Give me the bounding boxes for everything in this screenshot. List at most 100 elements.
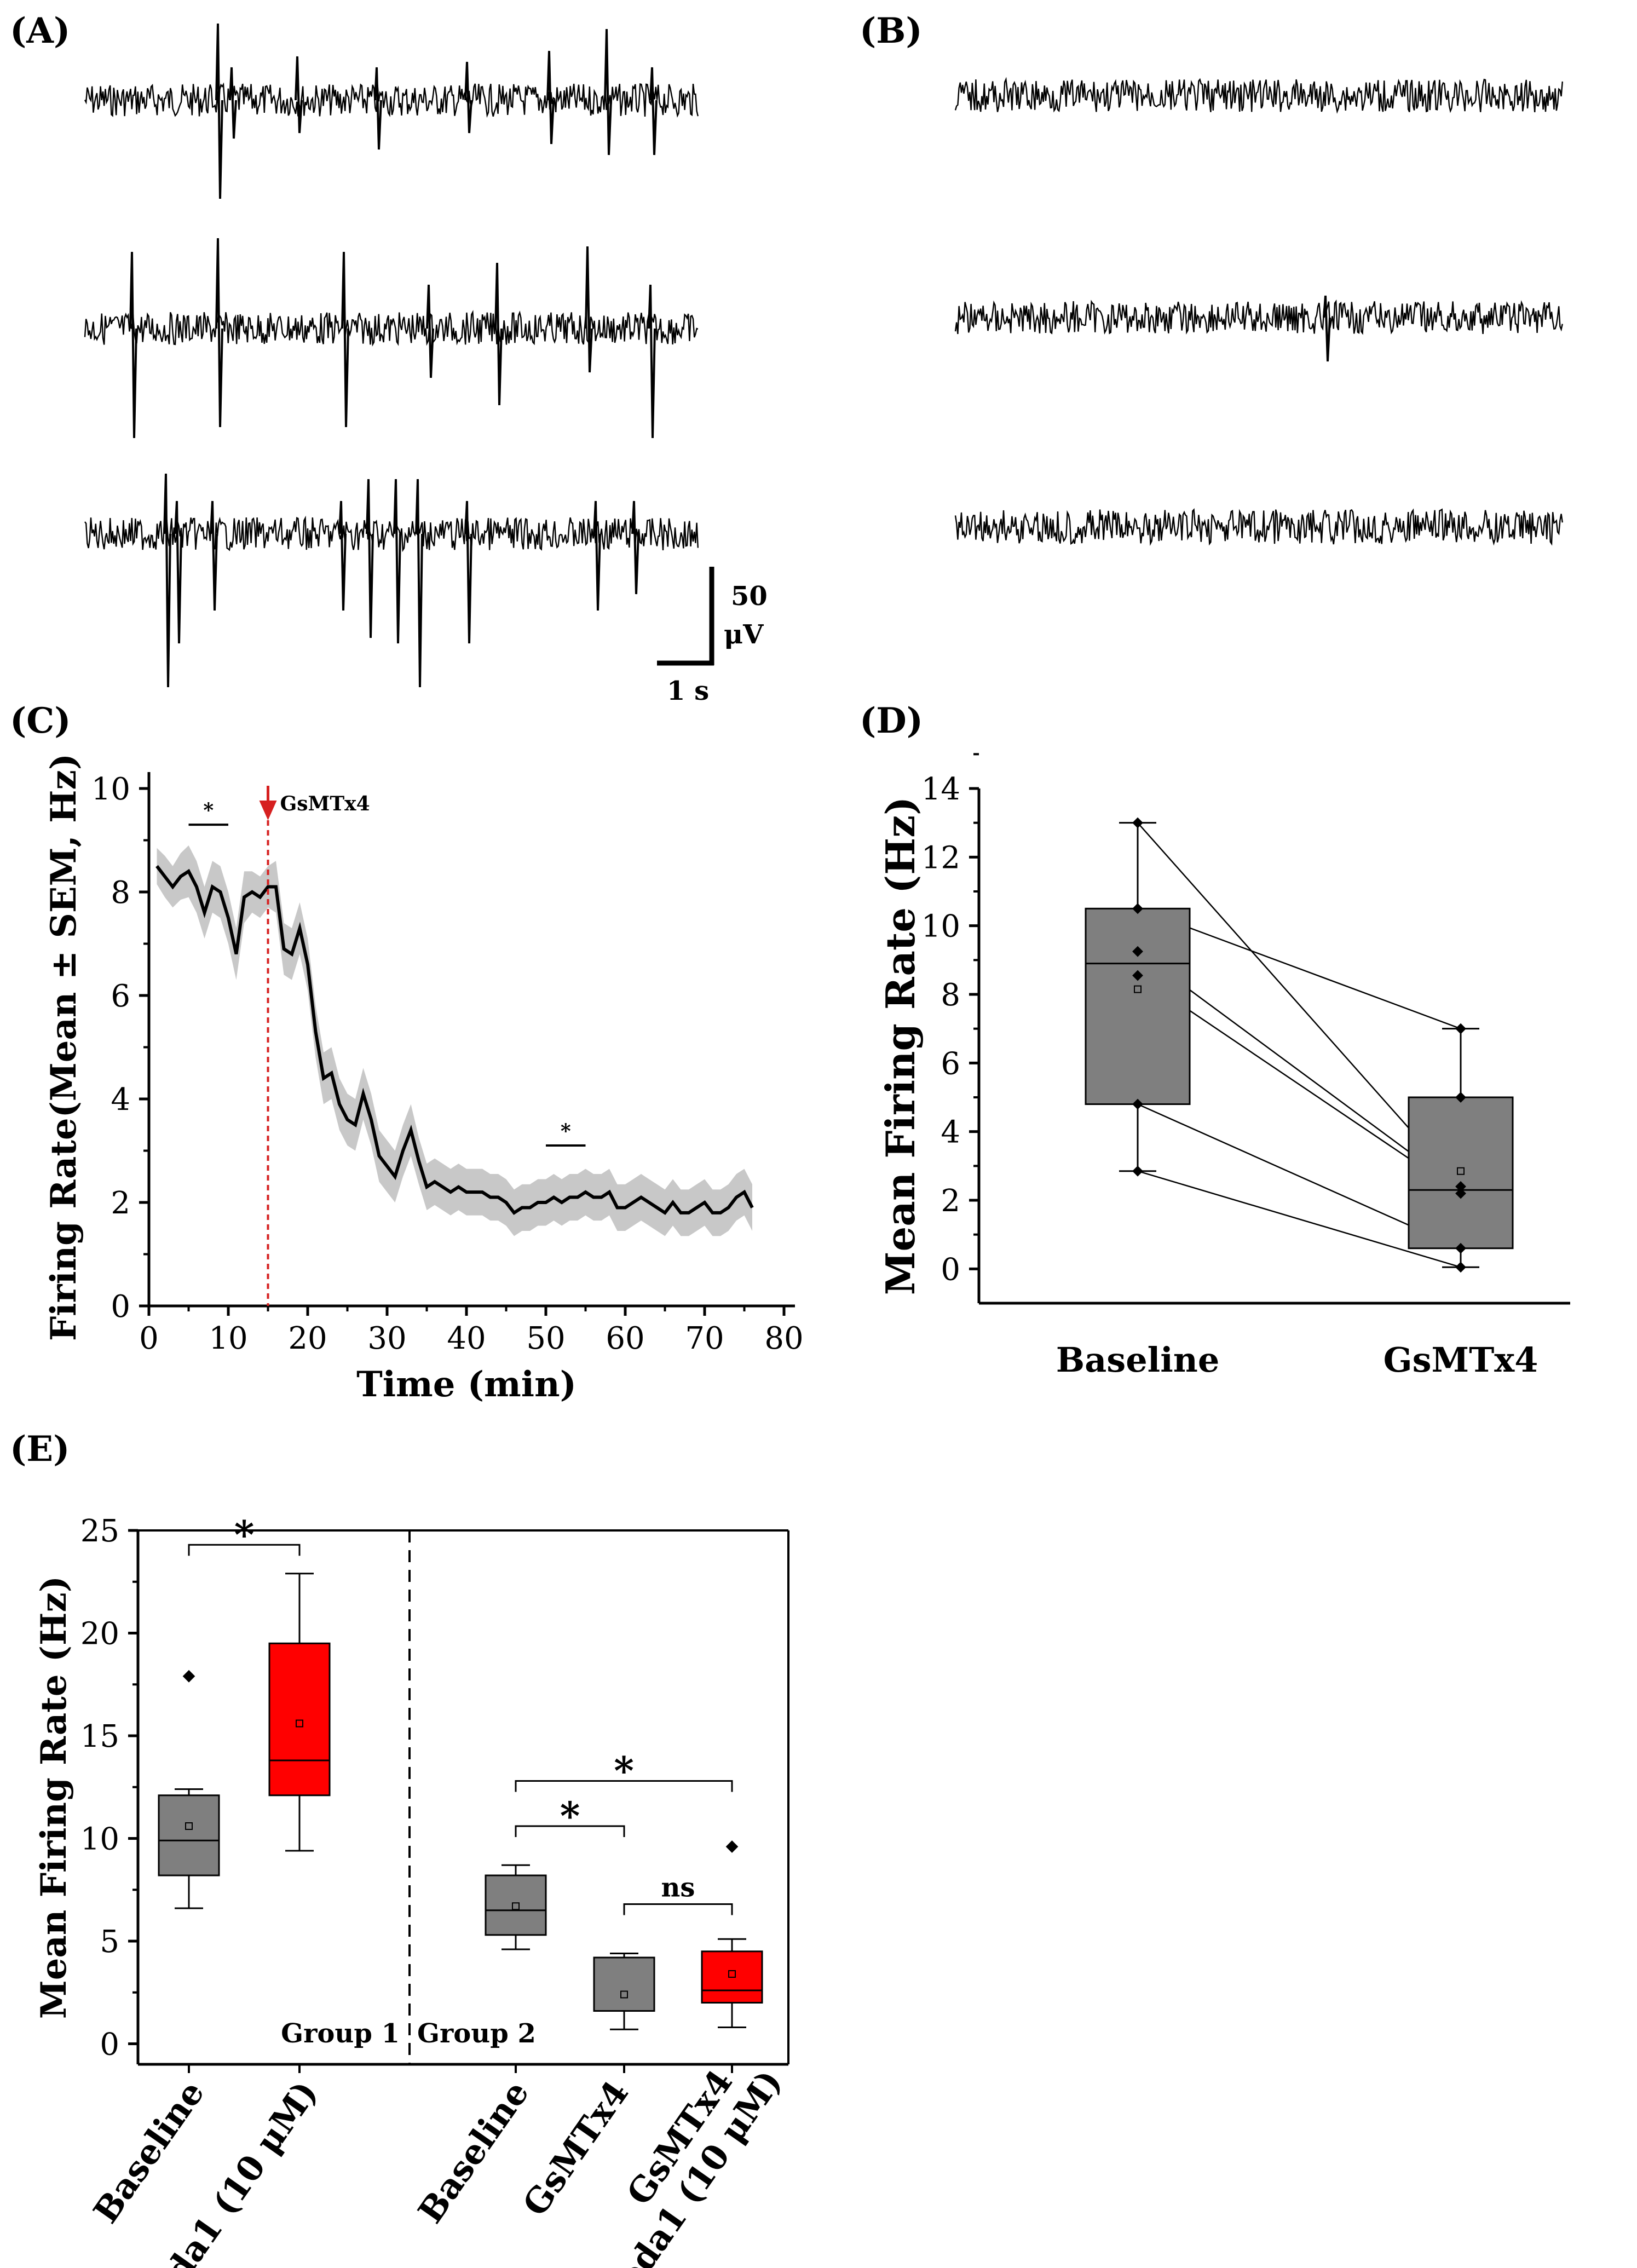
scale-amp-label: 50: [731, 581, 768, 612]
trace-a1-spike: [546, 50, 555, 145]
y-tick-label: 25: [80, 1513, 119, 1549]
sig-label: ns: [661, 1873, 695, 1903]
trace-a2-spike: [585, 246, 593, 373]
trace-a1-spike: [295, 56, 303, 134]
category-label: Baseline: [1056, 1340, 1220, 1380]
y-tick-label: 15: [80, 1719, 119, 1754]
trace-b3: [954, 508, 1563, 546]
data-point: [1132, 970, 1143, 981]
x-tick-label: 20: [288, 1321, 327, 1356]
group-1-label: Group 1: [281, 2018, 400, 2049]
sig-bracket: [623, 1903, 733, 1915]
pair-line: [1137, 1103, 1461, 1249]
trace-a3-spike: [393, 479, 401, 644]
trace-a3-spike: [163, 473, 171, 688]
pair-line: [1137, 822, 1461, 1187]
x-tick-label: 10: [209, 1321, 247, 1356]
x-tick-label: 40: [447, 1321, 486, 1356]
y-tick-label: 20: [80, 1616, 119, 1652]
gsmtx4-marker-label: GsMTx4: [280, 792, 370, 815]
x-axis-title: Time (min): [356, 1364, 577, 1405]
trace-a1-spike: [229, 67, 237, 139]
trace-a3-spike: [338, 500, 347, 611]
trace-a1: [84, 82, 699, 118]
outlier-point: [182, 1670, 195, 1683]
y-axis-title: Mean Firing Rate (Hz): [33, 1576, 74, 2019]
chart-c: 0 2 4 6 8 10 0 10 20 30 40 50 60 70 80 Time (min) Firing…: [43, 753, 804, 1405]
mean-marker: [185, 1822, 193, 1830]
trace-b1: [954, 77, 1563, 114]
trace-a3-spike: [464, 500, 472, 644]
trace-a1-spike: [604, 28, 612, 156]
trace-a1-spike: [649, 67, 658, 156]
trace-a3-spike: [366, 479, 374, 638]
category-label: Baseline: [85, 2074, 212, 2230]
sig-label: *: [614, 1748, 634, 1794]
trace-a2-spike: [341, 251, 349, 428]
y-tick-label: 8: [941, 977, 960, 1013]
trace-a1-spike: [464, 61, 472, 134]
x-tick-label: 0: [139, 1321, 159, 1356]
panel-label-d: (D): [860, 700, 923, 741]
trace-a3-spike: [210, 500, 218, 611]
y-axis-title: Mean Firing Rate (Hz): [877, 797, 924, 1295]
panel-label-a: (A): [10, 10, 70, 51]
box: [1408, 1096, 1514, 1250]
mean-line: [155, 865, 754, 1215]
sig-label: *: [234, 1512, 255, 1557]
sig-star: *: [203, 799, 214, 822]
box: [593, 1956, 655, 2012]
y-tick-label: 2: [941, 1183, 960, 1219]
y-tick-label: 0: [111, 1289, 130, 1325]
trace-a3-spike: [631, 500, 639, 595]
trace-a3-spike: [593, 500, 601, 611]
data-point: [1455, 1262, 1466, 1273]
sem-band: [157, 845, 752, 1236]
panel-label-c: (C): [10, 700, 71, 741]
y-tick-label: 8: [111, 875, 130, 911]
mean-marker: [296, 1719, 303, 1728]
y-tick-label: 0: [941, 1252, 960, 1287]
y-tick-label: 10: [921, 909, 960, 945]
box: [485, 1874, 547, 1936]
x-tick-label: 60: [606, 1321, 644, 1356]
trace-a3-spike: [415, 479, 423, 688]
scale-time-label: 1 s: [667, 676, 709, 706]
data-point: [1132, 1098, 1143, 1110]
y-tick-label: 10: [91, 772, 130, 807]
trace-b2-spike: [1323, 295, 1331, 362]
category-label: Baseline: [410, 2074, 537, 2230]
y-tick-label: 6: [111, 978, 130, 1014]
gsmtx4-arrow-icon: [259, 801, 277, 820]
trace-a2-spike: [648, 284, 656, 439]
x-tick-label: 30: [367, 1321, 406, 1356]
data-point: [1455, 1181, 1466, 1192]
data-point: [1132, 903, 1143, 914]
mean-marker: [728, 1970, 736, 1978]
data-point: [1132, 1165, 1143, 1177]
mean-marker: [1134, 985, 1142, 993]
y-tick-label: 10: [80, 1822, 119, 1857]
outlier-point: [725, 1840, 739, 1853]
box: [268, 1642, 331, 1797]
sig-bracket: [188, 1544, 301, 1556]
data-point: [1455, 1092, 1466, 1103]
trace-a2: [84, 309, 699, 347]
data-point: [1132, 946, 1143, 957]
trace-a3-spike: [174, 500, 182, 644]
x-tick-label: 70: [685, 1321, 724, 1356]
scale-bar: 50 μV 1 s: [657, 567, 768, 706]
mean-marker: [512, 1902, 520, 1910]
x-tick-label: 50: [526, 1321, 565, 1356]
trace-a1-spike: [215, 23, 223, 199]
y-axis-title: Firing Rate(Mean ± SEM, Hz): [43, 753, 84, 1341]
y-tick-label: 4: [111, 1082, 130, 1118]
pair-line: [1137, 1170, 1461, 1268]
category-label: GsMTx4: [1384, 1340, 1538, 1380]
trace-a2-spike: [494, 262, 503, 406]
raw-traces: [84, 23, 1563, 688]
panel-label-b: (B): [860, 10, 923, 51]
